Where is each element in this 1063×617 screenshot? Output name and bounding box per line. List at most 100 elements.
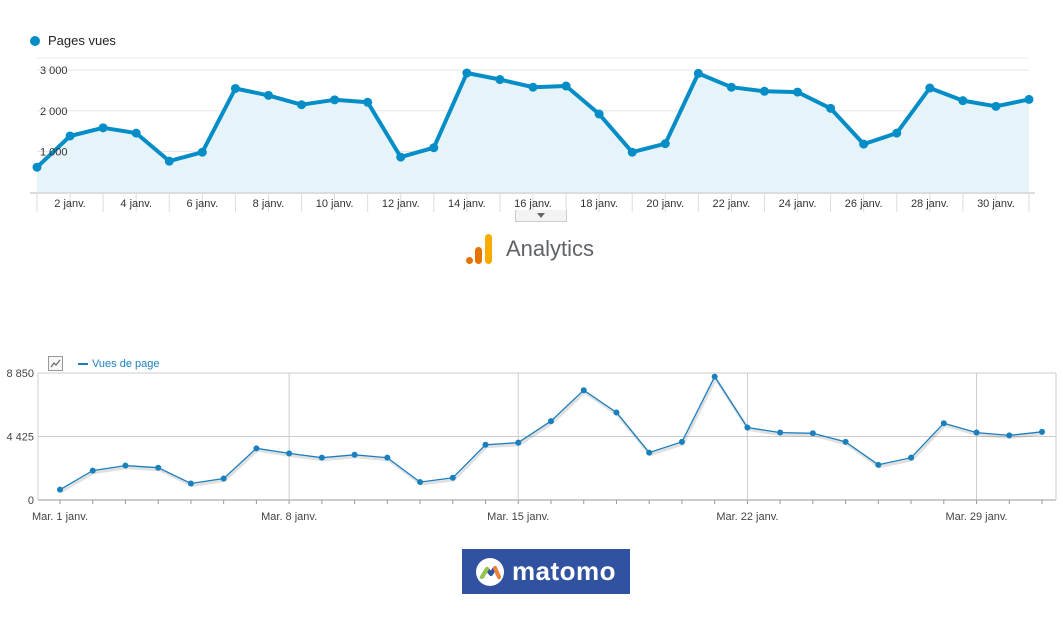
analytics-point[interactable]: [330, 95, 340, 105]
matomo-point[interactable]: [318, 454, 325, 461]
matomo-mark-icon: [475, 557, 504, 586]
analytics-point[interactable]: [925, 83, 935, 93]
analytics-bars-icon: [466, 232, 494, 264]
matomo-point[interactable]: [89, 467, 96, 474]
matomo-point[interactable]: [351, 451, 358, 458]
matomo-point[interactable]: [777, 429, 784, 436]
analytics-x-tick-label: 18 janv.: [580, 198, 618, 210]
matomo-point[interactable]: [678, 438, 685, 445]
matomo-point[interactable]: [449, 474, 456, 481]
matomo-legend-label: Vues de page: [92, 358, 160, 370]
analytics-x-tick-label: 10 janv.: [316, 198, 354, 210]
matomo-point[interactable]: [908, 454, 915, 461]
analytics-legend-label: Pages vues: [48, 33, 116, 48]
analytics-logo: Analytics: [466, 232, 594, 264]
matomo-point[interactable]: [809, 430, 816, 437]
analytics-point[interactable]: [131, 128, 141, 138]
matomo-point[interactable]: [417, 479, 424, 486]
analytics-point[interactable]: [991, 101, 1001, 111]
analytics-point[interactable]: [164, 156, 174, 166]
analytics-point[interactable]: [892, 128, 902, 138]
analytics-x-tick-label: 30 janv.: [977, 198, 1015, 210]
matomo-point[interactable]: [711, 373, 718, 380]
analytics-point[interactable]: [297, 100, 307, 110]
matomo-series-line: [59, 375, 1043, 491]
matomo-x-tick-label: Mar. 15 janv.: [487, 511, 549, 523]
analytics-legend[interactable]: Pages vues: [30, 33, 116, 48]
analytics-x-tick-label: 22 janv.: [713, 198, 751, 210]
matomo-legend[interactable]: Vues de page: [78, 358, 159, 370]
matomo-point[interactable]: [155, 464, 162, 471]
matomo-point[interactable]: [220, 475, 227, 482]
matomo-point[interactable]: [548, 418, 554, 425]
matomo-point[interactable]: [187, 480, 194, 487]
matomo-point[interactable]: [580, 387, 587, 394]
analytics-point[interactable]: [462, 68, 472, 78]
matomo-y-tick-label: 8 850: [6, 368, 34, 380]
matomo-point[interactable]: [646, 449, 653, 456]
analytics-point[interactable]: [561, 81, 571, 91]
matomo-point[interactable]: [122, 462, 129, 469]
matomo-logo-text: matomo: [511, 556, 617, 586]
analytics-point[interactable]: [65, 131, 75, 141]
analytics-x-tick-label: 28 janv.: [911, 198, 949, 210]
analytics-point[interactable]: [693, 68, 703, 78]
matomo-point[interactable]: [973, 429, 980, 436]
analytics-point[interactable]: [826, 103, 836, 113]
matomo-y-tick-label: 0: [28, 495, 34, 507]
matomo-logo: matomo: [462, 549, 630, 594]
analytics-point[interactable]: [396, 152, 406, 162]
analytics-x-tick-label: 2 janv.: [54, 198, 86, 210]
analytics-point[interactable]: [197, 147, 207, 157]
matomo-x-tick-label: Mar. 1 janv.: [32, 511, 88, 523]
analytics-point[interactable]: [528, 82, 538, 92]
analytics-x-tick-label: 6 janv.: [187, 198, 219, 210]
analytics-x-tick-label: 24 janv.: [779, 198, 817, 210]
matomo-point[interactable]: [744, 424, 751, 431]
matomo-point[interactable]: [613, 409, 620, 416]
legend-swatch-icon: [78, 363, 88, 365]
analytics-point[interactable]: [1024, 94, 1034, 104]
matomo-point[interactable]: [57, 486, 63, 493]
analytics-logo-text: Analytics: [506, 236, 595, 261]
analytics-point[interactable]: [263, 90, 273, 100]
analytics-x-tick-label: 26 janv.: [845, 198, 883, 210]
analytics-point[interactable]: [363, 97, 373, 107]
matomo-point[interactable]: [1006, 432, 1013, 439]
analytics-point[interactable]: [627, 147, 637, 157]
matomo-y-tick-label: 4 425: [6, 432, 34, 444]
analytics-x-tick-label: 20 janv.: [646, 198, 684, 210]
analytics-x-tick-label: 16 janv.: [514, 198, 552, 210]
matomo-x-tick-label: Mar. 22 janv.: [716, 511, 778, 523]
analytics-point[interactable]: [759, 86, 769, 96]
analytics-point[interactable]: [793, 87, 803, 97]
analytics-point[interactable]: [32, 162, 42, 172]
analytics-point[interactable]: [726, 82, 736, 92]
analytics-point[interactable]: [230, 83, 240, 93]
matomo-point[interactable]: [384, 454, 391, 461]
matomo-x-tick-label: Mar. 29 janv.: [945, 511, 1007, 523]
analytics-y-tick-label: 1 000: [40, 146, 68, 158]
matomo-point[interactable]: [1039, 428, 1045, 435]
analytics-point[interactable]: [958, 96, 968, 106]
analytics-point[interactable]: [495, 75, 505, 85]
chart-collapse-toggle[interactable]: [515, 210, 567, 222]
matomo-point[interactable]: [515, 439, 522, 446]
analytics-point[interactable]: [98, 123, 108, 133]
matomo-point[interactable]: [482, 441, 489, 448]
analytics-x-tick-label: 4 janv.: [120, 198, 152, 210]
matomo-point[interactable]: [253, 445, 260, 452]
analytics-point[interactable]: [429, 143, 439, 153]
matomo-point[interactable]: [842, 438, 849, 445]
chart-type-icon[interactable]: [48, 356, 63, 371]
analytics-point[interactable]: [594, 109, 604, 119]
analytics-point[interactable]: [859, 139, 869, 149]
matomo-point[interactable]: [286, 450, 293, 457]
matomo-point[interactable]: [875, 461, 882, 468]
matomo-chart: Mar. 1 janv. Mar. 8 janv. Mar. 15 janv. Mar…: [6, 368, 1057, 523]
analytics-x-tick-label: 12 janv.: [382, 198, 420, 210]
analytics-point[interactable]: [660, 139, 670, 149]
matomo-point[interactable]: [940, 420, 947, 427]
analytics-x-tick-label: 14 janv.: [448, 198, 486, 210]
analytics-area-fill: [37, 73, 1029, 192]
